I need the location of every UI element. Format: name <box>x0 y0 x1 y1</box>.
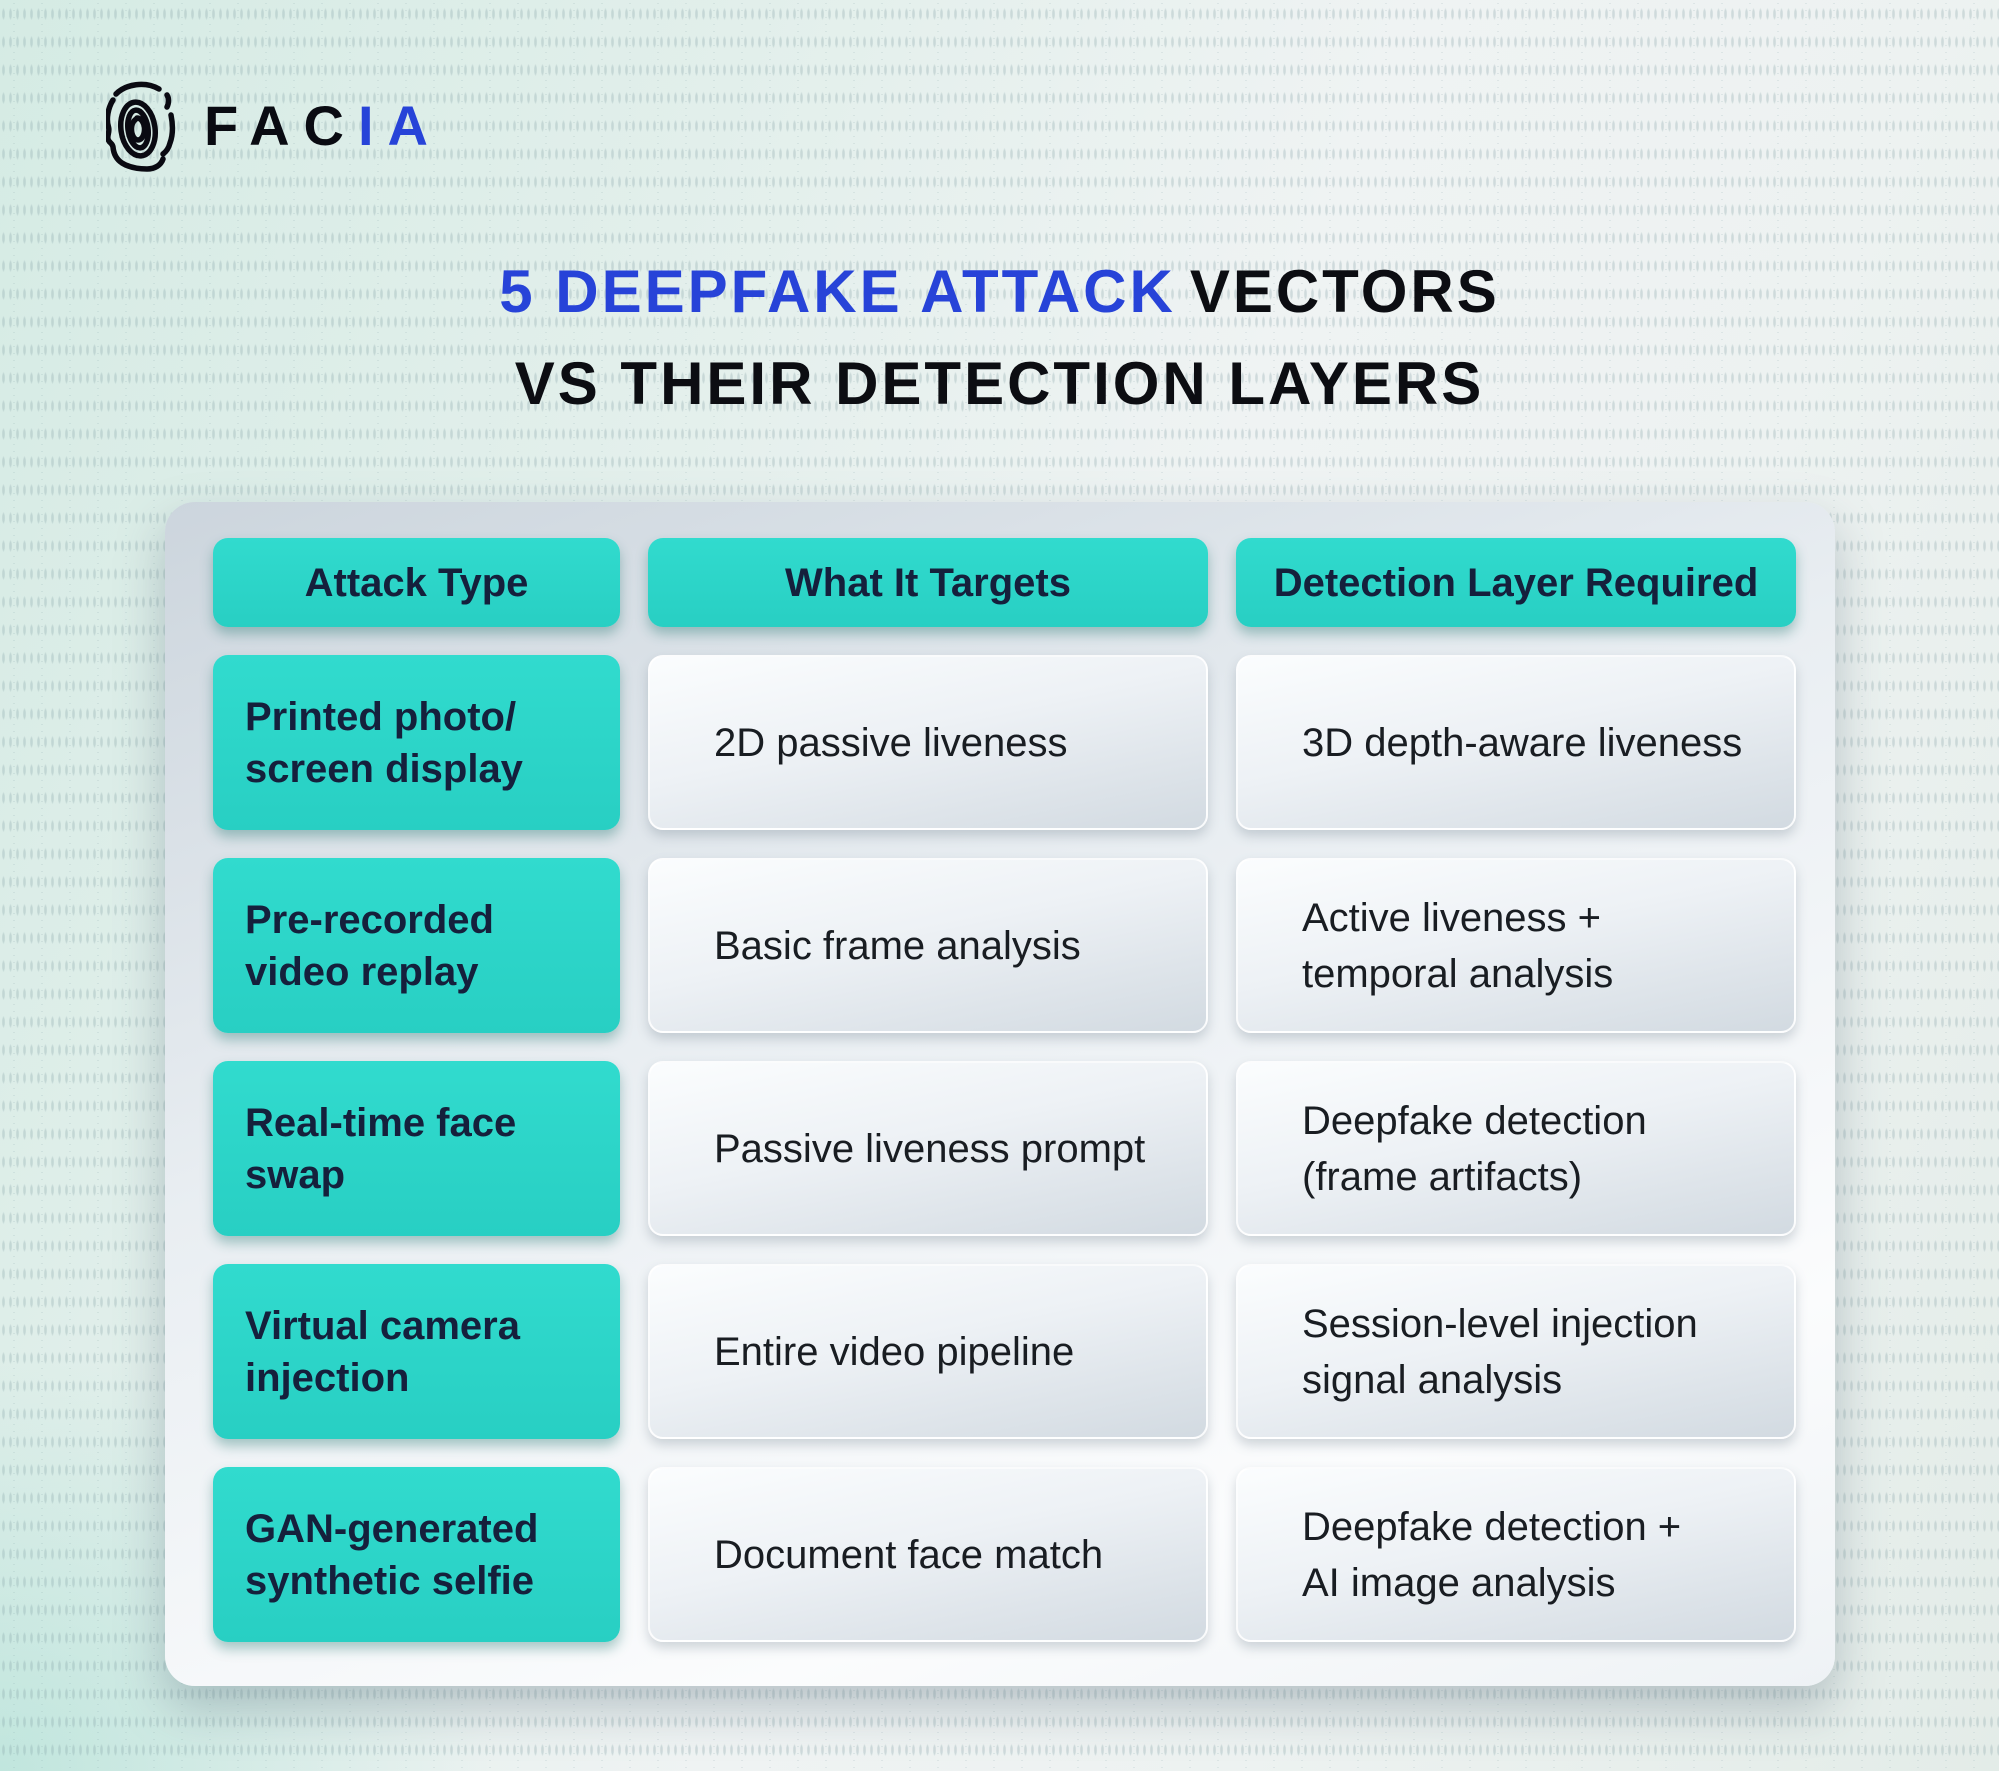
column-header-attack-type: Attack Type <box>213 538 620 627</box>
attack-type-cell: Virtual camera injection <box>213 1264 620 1439</box>
attack-type-cell: Pre-recorded video replay <box>213 858 620 1033</box>
comparison-table: Attack Type What It Targets Detection La… <box>165 502 1835 1686</box>
attack-type-cell: Real-time face swap <box>213 1061 620 1236</box>
title-line2: VS THEIR DETECTION LAYERS <box>514 350 1485 417</box>
title-line1-rest: VECTORS <box>1189 258 1500 325</box>
target-cell: Passive liveness prompt <box>648 1061 1208 1236</box>
brand-wordmark-dark: FAC <box>204 94 358 157</box>
brand-wordmark: FACIA <box>204 80 442 172</box>
fingerprint-face-icon <box>106 81 176 172</box>
detection-cell: 3D depth-aware liveness <box>1236 655 1796 830</box>
target-cell: Document face match <box>648 1467 1208 1642</box>
column-header-what-it-targets: What It Targets <box>648 538 1208 627</box>
brand-logo: FACIA <box>106 80 442 172</box>
target-cell: Basic frame analysis <box>648 858 1208 1033</box>
page-title: 5 DEEPFAKE ATTACK VECTORS VS THEIR DETECT… <box>0 246 1999 430</box>
attack-type-cell: Printed photo/ screen display <box>213 655 620 830</box>
target-cell: Entire video pipeline <box>648 1264 1208 1439</box>
attack-type-cell: GAN-generated synthetic selfie <box>213 1467 620 1642</box>
detection-cell: Active liveness + temporal analysis <box>1236 858 1796 1033</box>
detection-cell: Deepfake detection + AI image analysis <box>1236 1467 1796 1642</box>
target-cell: 2D passive liveness <box>648 655 1208 830</box>
detection-cell: Deepfake detection (frame artifacts) <box>1236 1061 1796 1236</box>
title-line1-accent: 5 DEEPFAKE ATTACK <box>499 258 1176 325</box>
brand-wordmark-accent: IA <box>358 94 442 157</box>
detection-cell: Session-level injection signal analysis <box>1236 1264 1796 1439</box>
title-line1: 5 DEEPFAKE ATTACK VECTORS <box>499 258 1500 325</box>
column-header-detection-layer: Detection Layer Required <box>1236 538 1796 627</box>
